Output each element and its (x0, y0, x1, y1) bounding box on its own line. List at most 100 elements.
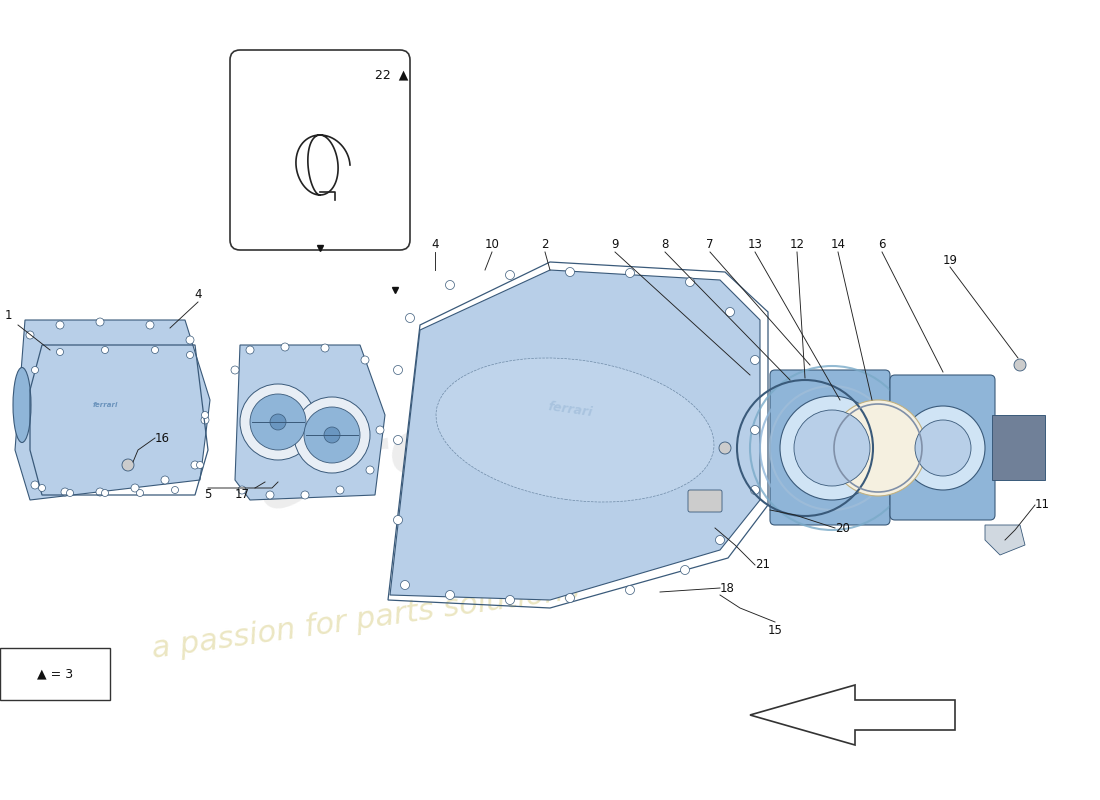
FancyBboxPatch shape (0, 648, 110, 700)
Circle shape (1014, 359, 1026, 371)
Text: 19: 19 (943, 254, 957, 266)
Circle shape (250, 394, 306, 450)
Text: 7: 7 (706, 238, 714, 251)
Ellipse shape (436, 358, 714, 502)
FancyBboxPatch shape (770, 370, 890, 525)
Polygon shape (390, 270, 760, 600)
Circle shape (96, 488, 104, 496)
Circle shape (31, 481, 38, 489)
Circle shape (152, 346, 158, 354)
Circle shape (197, 462, 204, 469)
Circle shape (146, 321, 154, 329)
Circle shape (32, 366, 39, 374)
Circle shape (324, 427, 340, 443)
Circle shape (726, 307, 735, 317)
Circle shape (685, 278, 694, 286)
Circle shape (26, 331, 34, 339)
Circle shape (394, 435, 403, 445)
Text: 13: 13 (748, 238, 762, 251)
Circle shape (280, 343, 289, 351)
FancyBboxPatch shape (688, 490, 722, 512)
Circle shape (400, 581, 409, 590)
Circle shape (56, 349, 64, 355)
Circle shape (394, 515, 403, 525)
Circle shape (565, 267, 574, 277)
Circle shape (101, 346, 109, 354)
Circle shape (321, 344, 329, 352)
Circle shape (406, 314, 415, 322)
Text: 5: 5 (205, 489, 211, 502)
Circle shape (240, 384, 316, 460)
Circle shape (830, 400, 926, 496)
Circle shape (780, 396, 884, 500)
Circle shape (715, 535, 725, 545)
Circle shape (681, 566, 690, 574)
Text: ferrari: ferrari (92, 402, 118, 408)
Text: 2: 2 (541, 238, 549, 251)
Circle shape (201, 416, 209, 424)
Circle shape (172, 486, 178, 494)
Polygon shape (750, 685, 955, 745)
Circle shape (626, 269, 635, 278)
Text: 21: 21 (755, 558, 770, 571)
Circle shape (66, 490, 74, 497)
Text: europes: europes (250, 374, 586, 526)
Circle shape (750, 426, 759, 434)
Circle shape (361, 356, 368, 364)
Text: 18: 18 (720, 582, 735, 594)
Circle shape (201, 411, 209, 418)
Circle shape (231, 366, 239, 374)
Circle shape (161, 476, 169, 484)
Text: 14: 14 (830, 238, 846, 251)
Circle shape (266, 491, 274, 499)
Circle shape (394, 366, 403, 374)
Circle shape (136, 490, 143, 497)
Circle shape (750, 486, 759, 494)
Text: 15: 15 (768, 623, 782, 637)
Text: ▲ = 3: ▲ = 3 (37, 667, 73, 681)
Circle shape (304, 407, 360, 463)
Text: a passion for parts solutions: a passion for parts solutions (150, 576, 581, 664)
Text: 6: 6 (878, 238, 886, 251)
Circle shape (506, 595, 515, 605)
Circle shape (131, 484, 139, 492)
Circle shape (56, 321, 64, 329)
Circle shape (366, 466, 374, 474)
FancyBboxPatch shape (890, 375, 996, 520)
Circle shape (915, 420, 971, 476)
Circle shape (446, 281, 454, 290)
Circle shape (238, 486, 246, 494)
Circle shape (565, 594, 574, 602)
Circle shape (294, 397, 370, 473)
Circle shape (39, 485, 45, 491)
Text: 10: 10 (485, 238, 499, 251)
Circle shape (191, 461, 199, 469)
Text: 4: 4 (195, 289, 201, 302)
FancyBboxPatch shape (230, 50, 410, 250)
Text: 12: 12 (790, 238, 804, 251)
Ellipse shape (13, 367, 31, 442)
Circle shape (301, 491, 309, 499)
Circle shape (336, 486, 344, 494)
Circle shape (750, 355, 759, 365)
Text: 1: 1 (4, 309, 12, 322)
Circle shape (626, 586, 635, 594)
Circle shape (96, 318, 104, 326)
Polygon shape (984, 525, 1025, 555)
Circle shape (446, 590, 454, 599)
Text: 22  ▲: 22 ▲ (375, 69, 408, 82)
Polygon shape (992, 415, 1045, 480)
Polygon shape (235, 345, 385, 500)
Text: ferrari: ferrari (547, 401, 593, 419)
Circle shape (246, 346, 254, 354)
Circle shape (376, 426, 384, 434)
Text: 20: 20 (835, 522, 850, 534)
Text: 4: 4 (431, 238, 439, 251)
Circle shape (101, 490, 109, 497)
Circle shape (187, 351, 194, 358)
Circle shape (794, 410, 870, 486)
Circle shape (719, 442, 732, 454)
Circle shape (901, 406, 984, 490)
Text: 16: 16 (155, 431, 170, 445)
Text: 17: 17 (234, 489, 250, 502)
